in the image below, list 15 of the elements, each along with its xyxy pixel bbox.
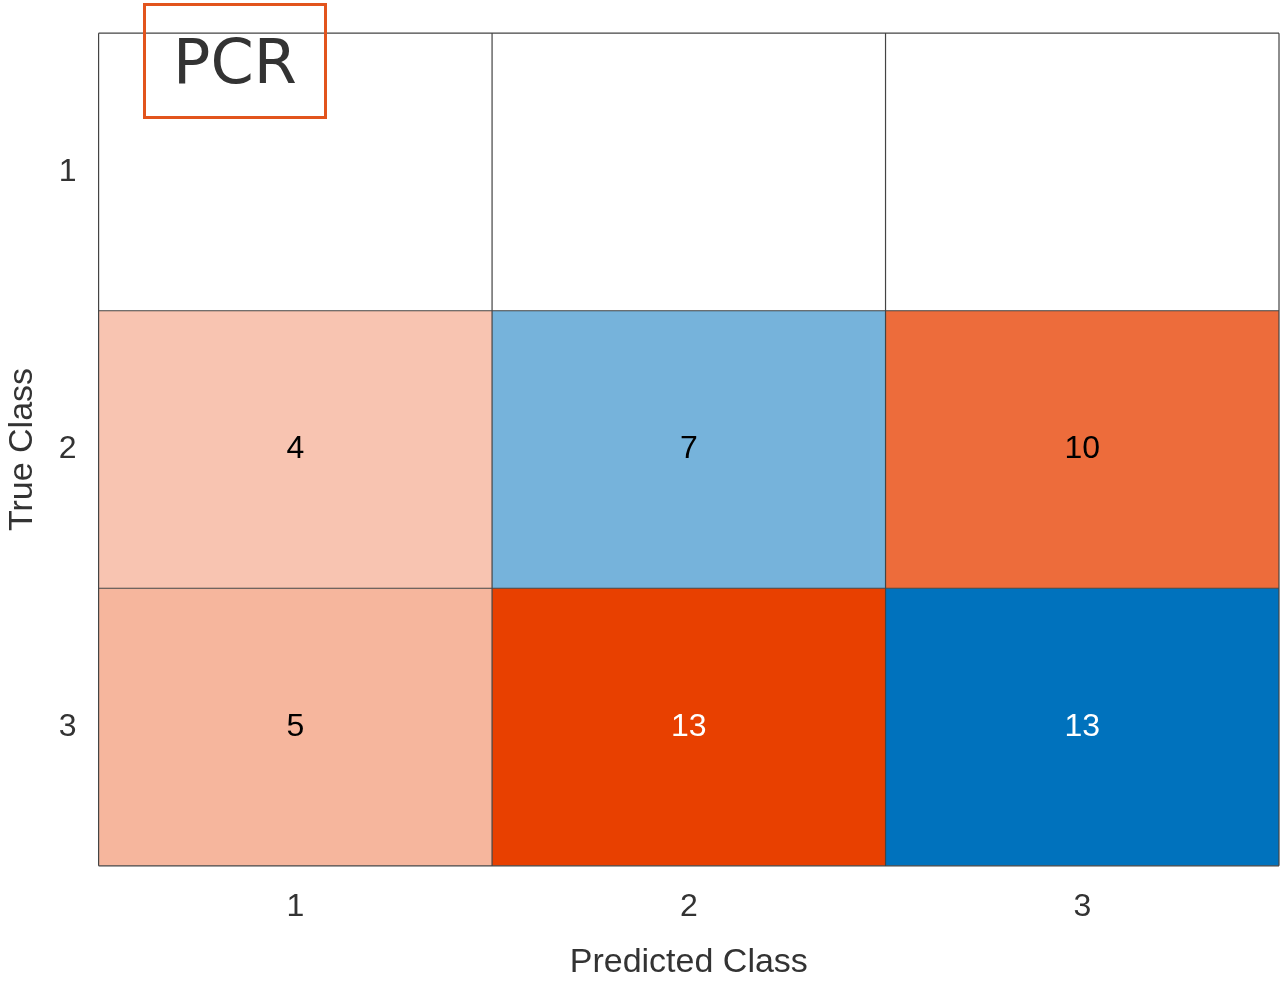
data-label: 5 — [286, 706, 305, 743]
data-label: 7 — [679, 429, 698, 466]
data-label: 13 — [1064, 706, 1101, 743]
data-label: 4 — [286, 429, 305, 466]
x-axis-title: Predicted Class — [569, 940, 808, 979]
x-tick-label: 3 — [1073, 886, 1092, 923]
y-tick-label: 2 — [58, 429, 77, 466]
y-axis-title: True Class — [0, 367, 39, 532]
data-label: 10 — [1064, 429, 1101, 466]
y-tick-label: 3 — [58, 706, 77, 743]
x-tick-label: 1 — [286, 886, 305, 923]
chart-title: PCR — [143, 3, 327, 119]
x-tick-label: 2 — [679, 886, 698, 923]
data-label: 13 — [671, 706, 707, 743]
y-tick-label: 1 — [58, 151, 77, 188]
